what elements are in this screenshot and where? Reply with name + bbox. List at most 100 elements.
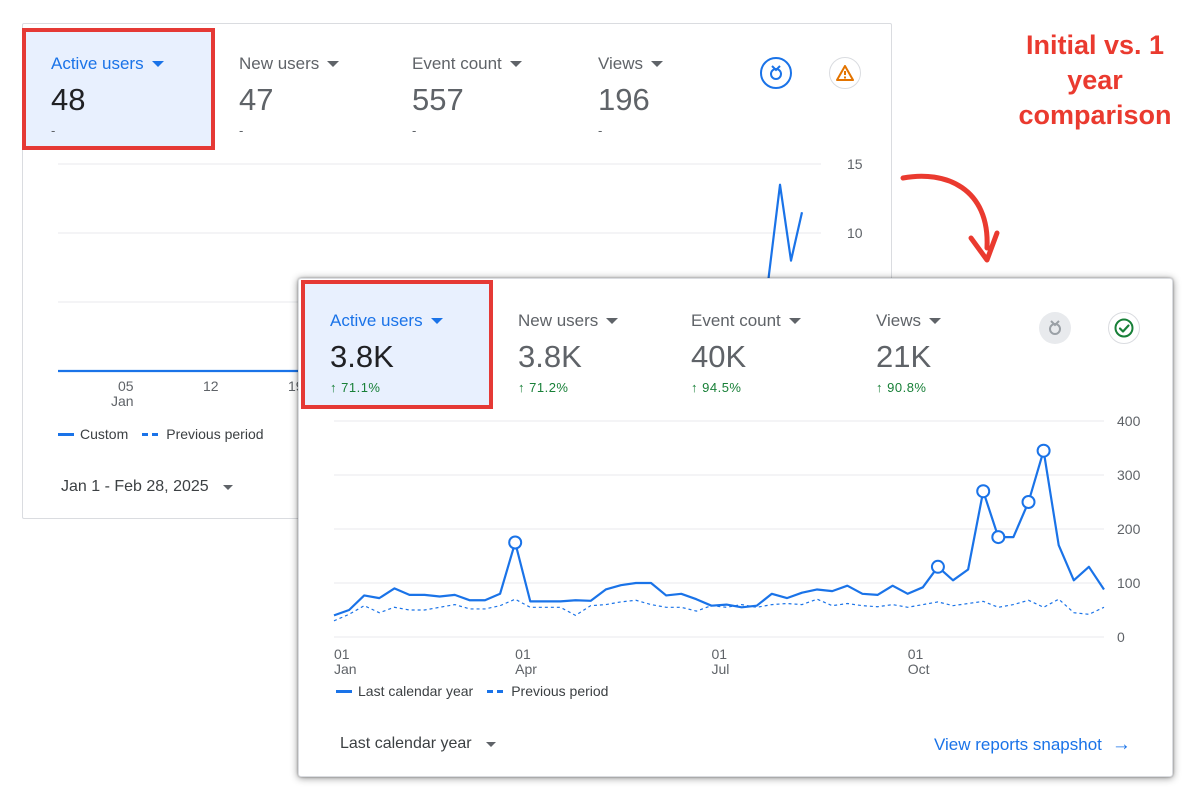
date-range-label: Jan 1 - Feb 28, 2025: [61, 478, 209, 495]
y-tick-label: 400: [1117, 413, 1141, 429]
metric-label: Active users: [330, 311, 423, 330]
x-tick-month-label: Jan: [334, 661, 357, 677]
delta-value: 71.2%: [529, 380, 569, 395]
delta-value: 94.5%: [702, 380, 742, 395]
metric-delta: -: [412, 123, 417, 138]
annotation-arrow-icon: [900, 173, 1000, 263]
check-circle-icon[interactable]: [1108, 312, 1140, 344]
x-tick-month-label: Jul: [711, 661, 729, 677]
metric-active-users[interactable]: Active users 48 -: [51, 54, 164, 138]
metric-delta: ↑ 90.8%: [876, 380, 941, 395]
solid-line-swatch: [58, 432, 74, 436]
y-tick-label: 0: [1117, 629, 1125, 645]
metric-delta: ↑ 71.2%: [518, 380, 618, 395]
legend-label-current: Last calendar year: [358, 683, 474, 699]
data-point-marker: [991, 530, 1006, 545]
metric-new-users[interactable]: New users 47 -: [239, 54, 340, 138]
metric-label: New users: [518, 311, 599, 330]
x-tick-month-label: Oct: [908, 661, 930, 677]
metric-delta: -: [239, 123, 244, 138]
caret-down-icon[interactable]: [327, 61, 340, 67]
dashed-line-swatch: [487, 689, 506, 693]
metric-value: 21K: [876, 339, 932, 374]
y-tick-label: 10: [847, 225, 863, 241]
metric-value: 48: [51, 82, 86, 117]
highlight-box-initial: [22, 28, 215, 150]
caret-down-icon[interactable]: [509, 61, 522, 67]
metric-label: Event count: [412, 54, 502, 73]
front-report-card: Active users 3.8K ↑ 71.1% New users 3.8K…: [298, 278, 1173, 777]
front-date-range-selector[interactable]: Last calendar year: [340, 735, 496, 753]
front-chart-legend: Last calendar year Previous period: [336, 683, 608, 699]
x-tick-label: 05: [118, 378, 134, 394]
x-tick-label: 01: [334, 646, 350, 662]
legend-label-previous: Previous period: [166, 426, 264, 442]
active-metric-highlight: [25, 30, 211, 150]
arrow-up-icon: ↑: [330, 380, 337, 395]
caret-down-icon[interactable]: [222, 484, 233, 490]
arrow-up-icon: ↑: [876, 380, 883, 395]
x-tick-label: 12: [203, 378, 219, 394]
back-chart-legend: Custom Previous period: [58, 426, 264, 442]
data-point-marker: [930, 559, 945, 574]
comparison-annotation: Initial vs. 1 year comparison: [1018, 30, 1172, 130]
data-point-marker: [1021, 495, 1036, 509]
active-metric-highlight: [304, 284, 489, 408]
metric-views[interactable]: Views 21K ↑ 90.8%: [876, 311, 942, 395]
date-range-label: Last calendar year: [340, 735, 472, 752]
metric-new-users[interactable]: New users 3.8K ↑ 71.2%: [518, 311, 619, 395]
solid-line-swatch: [336, 689, 352, 693]
metric-label: Views: [876, 311, 922, 330]
view-link-label: View reports snapshot: [934, 735, 1102, 754]
caret-down-icon[interactable]: [929, 318, 942, 324]
metric-event-count[interactable]: Event count 40K ↑ 94.5%: [691, 311, 801, 395]
x-tick-month-label: Jan: [111, 393, 134, 409]
metric-value: 557: [412, 82, 464, 117]
caret-down-icon[interactable]: [430, 318, 443, 324]
data-point-marker: [976, 484, 991, 499]
metric-value: 196: [598, 82, 650, 117]
caret-down-icon[interactable]: [606, 318, 619, 324]
x-tick-label: 01: [908, 646, 924, 662]
warning-icon[interactable]: [829, 57, 861, 89]
metric-views[interactable]: Views 196 -: [598, 54, 664, 138]
delta-value: 90.8%: [887, 380, 927, 395]
highlight-box-one-year: [301, 280, 493, 409]
insights-badge-icon[interactable]: [1039, 312, 1071, 344]
metric-value: 40K: [691, 339, 747, 374]
x-tick-label: 01: [515, 646, 531, 662]
caret-down-icon[interactable]: [485, 741, 496, 747]
caret-down-icon[interactable]: [651, 61, 664, 67]
arrow-up-icon: ↑: [518, 380, 525, 395]
metric-label: New users: [239, 54, 320, 73]
metric-delta: ↑ 71.1%: [330, 380, 443, 395]
series-line-previous-period: [333, 598, 1105, 622]
data-point-marker: [508, 535, 523, 550]
metric-active-users[interactable]: Active users 3.8K ↑ 71.1%: [330, 311, 443, 395]
arrow-right-icon: →: [1111, 734, 1131, 755]
metric-value: 47: [239, 82, 274, 117]
series-line-last-calendar-year: [333, 449, 1105, 617]
metric-delta: -: [51, 123, 56, 138]
arrow-up-icon: ↑: [691, 380, 698, 395]
x-tick-month-label: Apr: [515, 661, 537, 677]
x-tick-label: 01: [711, 646, 727, 662]
metric-event-count[interactable]: Event count 557 -: [412, 54, 522, 138]
metric-delta: -: [598, 123, 603, 138]
y-tick-label: 200: [1117, 521, 1141, 537]
caret-down-icon[interactable]: [788, 318, 801, 324]
insights-badge-icon[interactable]: [760, 57, 792, 89]
metric-delta: ↑ 94.5%: [691, 380, 801, 395]
metric-value: 3.8K: [330, 339, 394, 374]
legend-label-previous: Previous period: [511, 683, 609, 699]
metric-label: Active users: [51, 54, 144, 73]
y-tick-label: 300: [1117, 467, 1141, 483]
back-date-range-selector[interactable]: Jan 1 - Feb 28, 2025: [61, 478, 233, 496]
y-tick-label: 100: [1117, 575, 1141, 591]
caret-down-icon[interactable]: [151, 61, 164, 67]
legend-label-custom: Custom: [80, 426, 129, 442]
view-reports-snapshot-link[interactable]: View reports snapshot →: [934, 734, 1131, 756]
data-point-marker: [1036, 443, 1051, 458]
